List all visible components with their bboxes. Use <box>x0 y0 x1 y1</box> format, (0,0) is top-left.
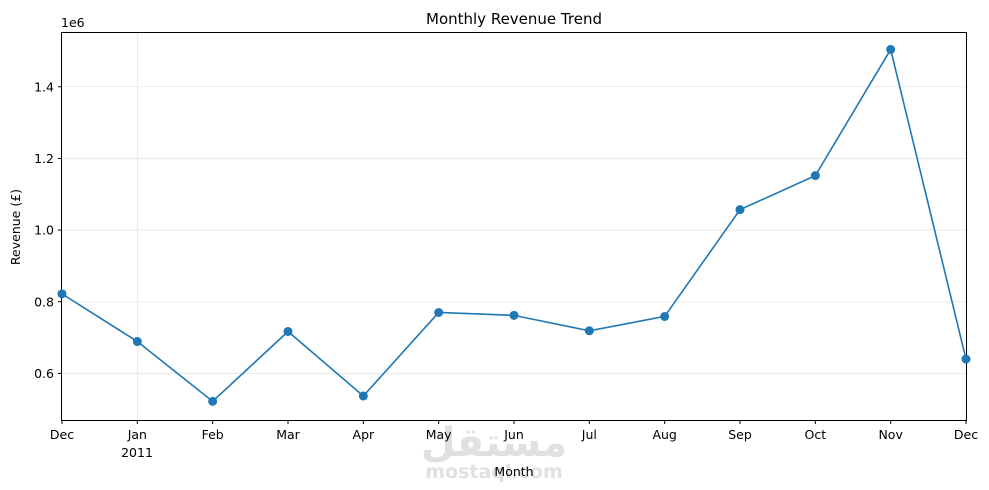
y-tick-label: 1.4 <box>34 79 54 94</box>
x-axis-ticks: Dec Jan Feb Mar Apr May Jun Jul Aug Sep Oct Nov Dec <box>50 420 978 442</box>
y-axis-ticks: 0.6 0.8 1.0 1.2 1.4 <box>34 79 62 381</box>
watermark-latin-text: mostaql.com <box>425 461 563 483</box>
revenue-data-points <box>57 44 971 406</box>
grid-lines <box>62 33 966 420</box>
x-tick-label: Jan <box>127 427 147 442</box>
x-tick-label: Dec <box>50 427 74 442</box>
x-tick-label: Jun <box>503 427 524 442</box>
x-tick-label: Mar <box>276 427 300 442</box>
chart-title: Monthly Revenue Trend <box>426 10 602 28</box>
y-tick-label: 1.0 <box>34 223 54 238</box>
x-tick-label: Apr <box>353 427 375 442</box>
x-tick-label: Jul <box>581 427 597 442</box>
data-point <box>660 311 670 321</box>
data-point <box>208 396 218 406</box>
data-point <box>961 354 971 364</box>
x-tick-label: Sep <box>728 427 752 442</box>
x-tick-label: May <box>426 427 452 442</box>
watermark: مستقل mostaql.com <box>421 420 567 483</box>
plot-area-frame <box>61 32 967 421</box>
data-point <box>57 289 67 299</box>
data-point <box>886 44 896 54</box>
y-tick-label: 1.2 <box>34 151 54 166</box>
data-point <box>509 310 519 320</box>
x-tick-label: Nov <box>878 427 903 442</box>
y-scale-offset-label: 1e6 <box>61 15 85 30</box>
data-point <box>358 391 368 401</box>
watermark-arabic-text: مستقل <box>421 420 567 466</box>
x-year-label: 2011 <box>121 445 153 460</box>
y-tick-label: 0.6 <box>34 366 54 381</box>
data-point <box>735 205 745 215</box>
y-axis-title: Revenue (£) <box>8 189 23 265</box>
revenue-series-line <box>61 47 967 403</box>
y-tick-label: 0.8 <box>34 294 54 309</box>
x-tick-label: Feb <box>202 427 224 442</box>
x-tick-label: Dec <box>954 427 978 442</box>
data-point <box>584 326 594 336</box>
x-tick-label: Aug <box>652 427 676 442</box>
x-tick-label: Oct <box>805 427 827 442</box>
data-point <box>132 337 142 347</box>
data-point <box>283 326 293 336</box>
x-axis-title: Month <box>494 464 533 479</box>
data-point <box>434 308 444 317</box>
data-point <box>810 171 820 181</box>
